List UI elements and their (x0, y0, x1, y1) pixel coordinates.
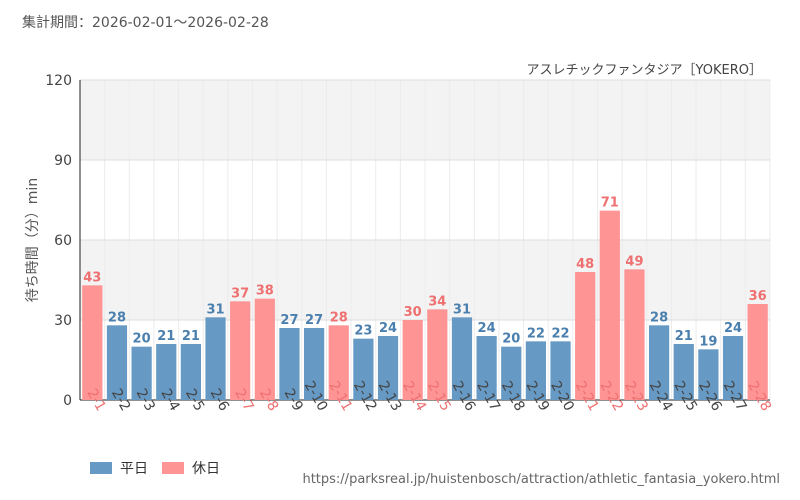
data-label: 28 (650, 310, 668, 325)
legend: 平日 休日 (90, 458, 220, 478)
y-tick-label: 30 (54, 313, 72, 329)
data-label: 21 (675, 329, 693, 344)
plot-area: 0306090120432-1282-2202-3212-4212-5312-6… (45, 73, 774, 414)
data-label: 24 (379, 321, 397, 336)
bar (698, 349, 719, 400)
bar (180, 344, 201, 400)
legend-weekday: 平日 (90, 458, 148, 478)
legend-holiday: 休日 (162, 458, 220, 478)
y-tick-label: 120 (45, 73, 72, 89)
legend-weekday-label: 平日 (120, 461, 148, 477)
data-label: 28 (330, 310, 348, 325)
data-label: 27 (280, 313, 298, 328)
bar (722, 336, 744, 400)
data-label: 21 (157, 329, 175, 344)
legend-holiday-label: 休日 (192, 461, 220, 477)
bar (254, 298, 275, 400)
data-label: 30 (404, 305, 422, 320)
data-label: 43 (83, 270, 101, 285)
data-label: 34 (428, 294, 446, 309)
bar (427, 309, 448, 400)
data-label: 20 (133, 332, 151, 347)
bar (205, 317, 226, 400)
legend-weekday-swatch (90, 462, 112, 474)
period-range: 2026-02-01～2026-02-28 (92, 15, 269, 31)
bar (82, 285, 103, 400)
data-label: 36 (749, 289, 767, 304)
bar (550, 341, 571, 400)
bar (353, 338, 374, 400)
bar (501, 346, 522, 400)
bar (673, 344, 694, 400)
data-label: 24 (478, 321, 496, 336)
bar (747, 304, 768, 400)
data-label: 31 (206, 302, 224, 317)
data-label: 21 (182, 329, 200, 344)
bar (575, 272, 596, 400)
chart-title: アスレチックファンタジア［YOKERO］ (527, 63, 762, 78)
bar (451, 317, 473, 400)
data-label: 28 (108, 310, 126, 325)
data-label: 31 (453, 302, 471, 317)
data-label: 71 (601, 196, 619, 211)
bar (131, 346, 152, 400)
bar (304, 328, 325, 400)
bar (525, 341, 546, 400)
y-tick-label: 90 (54, 153, 72, 169)
data-label: 22 (551, 326, 569, 341)
bar (402, 320, 423, 400)
data-label: 22 (527, 326, 545, 341)
legend-holiday-swatch (162, 462, 184, 474)
data-label: 19 (699, 334, 717, 349)
period-label: 集計期間： (22, 15, 92, 31)
bar (476, 336, 497, 400)
y-tick-label: 60 (54, 233, 72, 249)
data-label: 23 (354, 324, 372, 339)
bar (377, 336, 399, 400)
period-text: 集計期間：2026-02-01～2026-02-28 (22, 12, 269, 32)
data-label: 48 (576, 257, 594, 272)
source-url[interactable]: https://parksreal.jp/huistenbosch/attrac… (302, 472, 780, 487)
data-label: 20 (502, 332, 520, 347)
bar (599, 210, 620, 400)
bar (649, 325, 670, 400)
y-tick-label: 0 (63, 393, 72, 409)
data-label: 24 (724, 321, 742, 336)
data-label: 27 (305, 313, 323, 328)
bar (624, 269, 645, 400)
y-axis-label: 待ち時間（分）min (25, 178, 41, 302)
data-label: 37 (231, 286, 249, 301)
bar (106, 325, 128, 400)
bar (156, 344, 177, 400)
bar (328, 325, 349, 400)
data-label: 49 (625, 254, 643, 269)
bar (279, 328, 300, 400)
data-label: 38 (256, 284, 274, 299)
bar (230, 301, 251, 400)
